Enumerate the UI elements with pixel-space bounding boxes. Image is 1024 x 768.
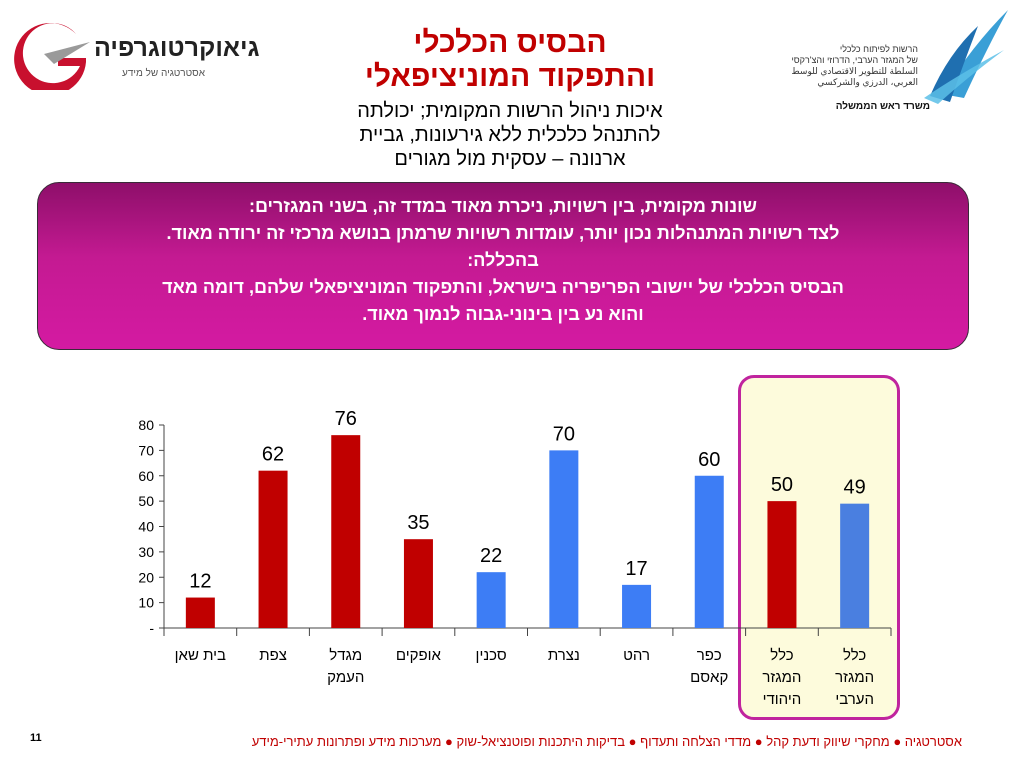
category-label: כלל xyxy=(770,647,793,664)
logo-brand-text: גיאוקרטוגרפיה xyxy=(94,34,260,62)
summary-line: בהכללה: xyxy=(467,250,539,270)
authority-emblem-icon xyxy=(924,10,1008,104)
y-tick-label: 10 xyxy=(138,595,154,611)
page-subtitle-line-3: ארנונה – עסקית מול מגורים xyxy=(394,148,626,170)
bar xyxy=(840,503,870,628)
page-title-line-2: והתפקוד המוניציפאלי xyxy=(364,60,656,93)
category-label: קאסם xyxy=(690,669,728,686)
y-tick-label: 50 xyxy=(138,493,154,509)
bar xyxy=(767,501,797,628)
bar xyxy=(185,597,215,628)
bar-value-label: 62 xyxy=(262,444,284,466)
y-tick-label: - xyxy=(149,620,154,636)
category-label: אופקים xyxy=(396,647,442,664)
pm-office-label: משרד ראש הממשלה xyxy=(835,101,930,112)
category-label: מגדל xyxy=(329,647,362,664)
y-tick-label: 40 xyxy=(138,519,154,535)
authority-name-lines: הרשות לפיתוח כלכלי של המגזר הערבי, הדרוז… xyxy=(768,44,918,88)
page-title: הבסיס הכלכלי xyxy=(413,26,607,59)
y-tick-label: 60 xyxy=(138,468,154,484)
bar xyxy=(258,470,288,628)
bar xyxy=(549,450,579,628)
bar-value-label: 76 xyxy=(335,408,357,430)
category-label: צפת xyxy=(259,647,287,664)
y-tick-label: 30 xyxy=(138,544,154,560)
category-label: כפר xyxy=(697,647,722,664)
bar xyxy=(403,539,433,628)
summary-line: הבסיס הכלכלי של יישובי הפריפריה בישראל, … xyxy=(162,277,844,297)
category-label: כלל xyxy=(843,647,866,664)
bar xyxy=(694,475,724,628)
g-logo-icon xyxy=(14,23,90,96)
bar xyxy=(476,572,506,628)
bar-value-label: 49 xyxy=(844,477,866,499)
bar-value-label: 22 xyxy=(480,545,502,567)
bar-value-label: 70 xyxy=(553,423,575,445)
logo-tagline: אסטרטגיה של מידע xyxy=(122,68,205,79)
summary-line: שונות מקומית, בין רשויות, ניכרת מאוד במד… xyxy=(248,196,758,216)
bar xyxy=(331,435,361,628)
authority-line: הרשות לפיתוח כלכלי xyxy=(839,44,918,54)
y-tick-label: 20 xyxy=(138,569,154,585)
summary-line: לצד רשויות המתנהלות נכון יותר, עומדות רש… xyxy=(166,223,840,243)
category-label: רהט xyxy=(623,647,650,664)
category-label: המגזר xyxy=(835,669,874,686)
y-tick-label: 80 xyxy=(138,417,154,433)
summary-box: שונות מקומית, בין רשויות, ניכרת מאוד במד… xyxy=(37,182,969,350)
geocartography-logo: גיאוקרטוגרפיה אסטרטגיה של מידע xyxy=(14,20,259,96)
category-label: העמק xyxy=(327,669,364,686)
category-label: סכנין xyxy=(476,647,507,664)
category-label: היהודי xyxy=(763,691,802,708)
authority-line: العربي، الدرزي والشركسي xyxy=(817,77,918,87)
category-label: בית שאן xyxy=(175,647,226,664)
category-label: נצרת xyxy=(548,647,580,664)
authority-line: של המגזר הערבי, הדרוזי והצ'רקסי xyxy=(791,55,918,65)
bar-value-label: 60 xyxy=(698,449,720,471)
bar xyxy=(622,584,652,628)
bar-value-label: 35 xyxy=(407,512,429,534)
category-label: המגזר xyxy=(762,669,801,686)
page-subtitle: איכות ניהול הרשות המקומית; יכולתה xyxy=(357,100,663,122)
page-number: 11 xyxy=(30,732,42,744)
bar-value-label: 50 xyxy=(771,474,793,496)
y-tick-label: 70 xyxy=(138,442,154,458)
authority-logo: הרשות לפיתוח כלכלי של המגזר הערבי, הדרוז… xyxy=(742,6,1014,116)
footer-text: אסטרטגיה ● מחקרי שיווק ודעת קהל ● מדדי ה… xyxy=(251,734,962,749)
page-subtitle-line-2: להתנהל כלכלית ללא גירעונות, גביית xyxy=(359,124,661,146)
authority-line: السلطة للتطوير الاقتصادي للوسط xyxy=(791,66,918,76)
category-label: הערבי xyxy=(835,691,874,708)
bar-value-label: 12 xyxy=(189,571,211,593)
summary-line: והוא נע בין בינוני-גבוה לנמוך מאוד. xyxy=(362,304,644,324)
bar-value-label: 17 xyxy=(625,558,647,580)
sector-totals-highlight xyxy=(738,375,900,720)
